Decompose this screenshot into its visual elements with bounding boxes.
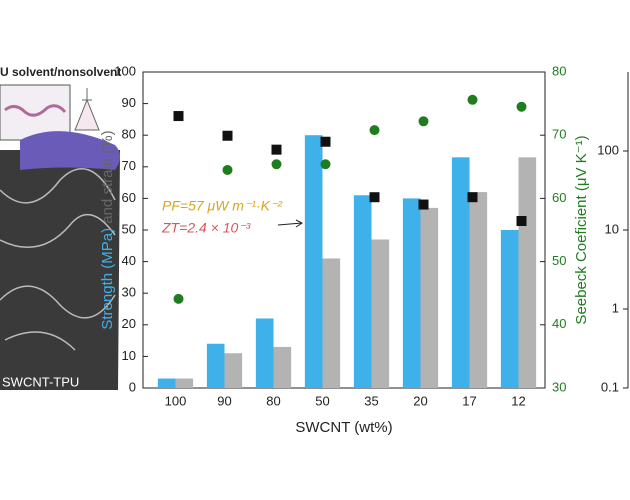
conductivity-point bbox=[222, 130, 233, 141]
bar bbox=[273, 346, 292, 388]
bar bbox=[157, 378, 176, 388]
x-tick-label: 80 bbox=[266, 393, 280, 408]
annotation: ZT=2.4 × 10⁻³ bbox=[161, 220, 251, 236]
y-axis-title-part: Strength (MPa) bbox=[99, 228, 116, 330]
sample-photo bbox=[0, 150, 120, 390]
conductivity-point bbox=[516, 215, 527, 226]
bar bbox=[451, 157, 470, 388]
seebeck-point bbox=[271, 159, 282, 170]
y3-tick-label: 0.1 bbox=[601, 379, 619, 394]
x-tick-label: 17 bbox=[462, 393, 476, 408]
y3-tick-label: 10 bbox=[605, 221, 619, 236]
panel-text: U solvent/nonsolvent bbox=[0, 65, 121, 79]
conductivity-point bbox=[173, 111, 184, 122]
photo-panel: U solvent/nonsolvent SWCNT-TPU bbox=[0, 65, 121, 390]
x-tick-label: 20 bbox=[413, 393, 427, 408]
bar bbox=[175, 378, 194, 388]
bar bbox=[353, 195, 372, 388]
seebeck-point bbox=[222, 164, 233, 175]
seebeck-point bbox=[418, 116, 429, 127]
y2-axis-title: Seebeck Coeficient (μV K⁻¹) bbox=[573, 135, 590, 324]
y2-tick-label: 50 bbox=[552, 253, 566, 268]
y3-tick-label: 1 bbox=[612, 300, 619, 315]
conductivity-point bbox=[271, 144, 282, 155]
y-tick-label: 90 bbox=[122, 95, 136, 110]
bar bbox=[500, 230, 519, 388]
y2-tick-label: 30 bbox=[552, 379, 566, 394]
bar bbox=[304, 135, 323, 388]
y3-tick-label: 100 bbox=[597, 142, 619, 157]
bar bbox=[206, 343, 225, 388]
annotation-arrow bbox=[277, 219, 303, 228]
bar bbox=[518, 157, 537, 388]
x-tick-label: 90 bbox=[217, 393, 231, 408]
beaker bbox=[0, 84, 71, 141]
y2-tick-label: 60 bbox=[552, 190, 566, 205]
annotation: PF=57 μW m⁻¹·K⁻² bbox=[162, 198, 283, 214]
y-tick-label: 40 bbox=[122, 253, 136, 268]
panel-text: SWCNT-TPU bbox=[2, 374, 79, 389]
y-tick-label: 30 bbox=[122, 285, 136, 300]
y-tick-label: 10 bbox=[122, 348, 136, 363]
seebeck-point bbox=[369, 125, 380, 136]
conductivity-point bbox=[467, 192, 478, 203]
y-tick-label: 0 bbox=[129, 379, 136, 394]
y-tick-label: 100 bbox=[114, 63, 136, 78]
bar bbox=[322, 258, 341, 388]
seebeck-point bbox=[467, 94, 478, 105]
y-axis-title-part: and strain (%) bbox=[99, 130, 116, 223]
x-tick-label: 35 bbox=[364, 393, 378, 408]
bar bbox=[224, 353, 243, 388]
y-tick-label: 80 bbox=[122, 127, 136, 142]
x-tick-label: 100 bbox=[165, 393, 187, 408]
flask bbox=[74, 88, 100, 131]
x-tick-label: 50 bbox=[315, 393, 329, 408]
conductivity-point bbox=[320, 136, 331, 147]
bar bbox=[402, 198, 421, 388]
y-tick-label: 70 bbox=[122, 158, 136, 173]
y-axis-title: Strength (MPa) and strain (%) bbox=[99, 130, 116, 329]
y-tick-label: 50 bbox=[122, 221, 136, 236]
fiber-texture bbox=[0, 168, 116, 351]
seebeck-point bbox=[173, 293, 184, 304]
fibers bbox=[4, 104, 67, 117]
y-tick-label: 60 bbox=[122, 190, 136, 205]
y2-tick-label: 40 bbox=[552, 316, 566, 331]
bar bbox=[371, 239, 390, 388]
x-tick-label: 12 bbox=[511, 393, 525, 408]
conductivity-point bbox=[418, 199, 429, 210]
seebeck-point bbox=[516, 101, 527, 112]
bar bbox=[469, 192, 488, 388]
glove bbox=[20, 131, 120, 170]
bar bbox=[420, 207, 439, 388]
conductivity-point bbox=[369, 192, 380, 203]
bar bbox=[255, 318, 274, 388]
y-tick-label: 20 bbox=[122, 316, 136, 331]
y2-tick-label: 80 bbox=[552, 63, 566, 78]
x-axis-title: SWCNT (wt%) bbox=[295, 419, 392, 436]
seebeck-point bbox=[320, 159, 331, 170]
y2-tick-label: 70 bbox=[552, 127, 566, 142]
